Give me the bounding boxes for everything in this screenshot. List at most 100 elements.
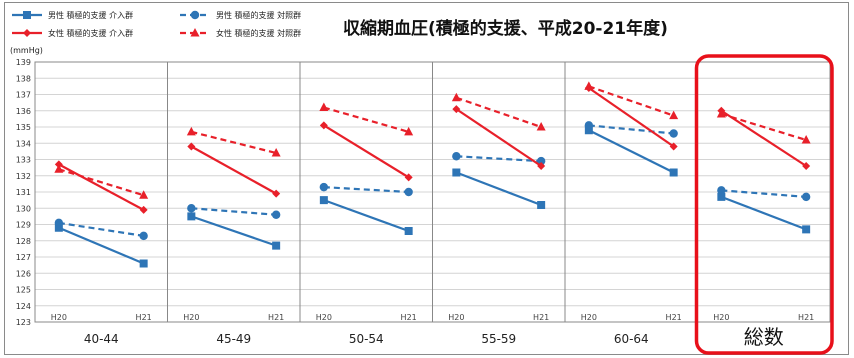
data-point	[404, 173, 413, 182]
legend-label: 女性 積極的支援 対照群	[216, 28, 301, 38]
x-tick-label: H21	[666, 313, 682, 322]
data-point	[271, 148, 281, 157]
x-tick-label: H20	[51, 313, 67, 322]
y-tick-label: 133	[16, 156, 31, 165]
legend-marker	[23, 11, 31, 19]
data-point	[717, 186, 726, 195]
series-line	[588, 87, 675, 148]
series-4	[54, 81, 811, 199]
series-line	[588, 129, 675, 174]
y-axis-unit: (mmHg)	[10, 46, 43, 55]
legend-item: 女性 積極的支援 対照群	[180, 28, 301, 38]
data-point	[801, 192, 811, 202]
legend-label: 男性 積極的支援 介入群	[48, 10, 133, 20]
y-axis-ticks: 123 124 125 126 127 128 129 130 131 132 133 134 135 1…	[16, 58, 31, 327]
data-point	[319, 121, 328, 130]
series-line	[588, 124, 674, 135]
data-point	[669, 142, 678, 151]
x-axis-ticks: H20 H21 40-44 H20 H21 45-49 H20 H21 50-54 H20 H21 5…	[51, 313, 815, 349]
y-tick-label: 136	[16, 107, 31, 116]
group-label: 45-49	[216, 332, 251, 346]
group-label: 総数	[744, 325, 784, 349]
y-tick-label: 128	[16, 237, 31, 246]
data-point	[319, 182, 329, 192]
data-point	[451, 92, 461, 102]
chart-frame	[4, 2, 849, 355]
series-line	[323, 199, 410, 233]
legend-item: 男性 積極的支援 介入群	[12, 10, 133, 20]
data-point	[669, 110, 679, 120]
data-point	[802, 225, 811, 234]
data-point	[537, 201, 546, 209]
y-tick-label: 123	[16, 318, 31, 327]
data-point	[801, 135, 811, 144]
series-line	[455, 108, 542, 167]
data-point	[452, 105, 461, 114]
series-line	[58, 168, 144, 197]
data-point	[54, 218, 64, 228]
x-tick-label: H20	[316, 313, 332, 322]
data-point	[669, 129, 678, 138]
series-2	[54, 121, 811, 241]
series-line	[456, 155, 542, 163]
data-point	[536, 156, 546, 166]
data-point	[271, 210, 281, 219]
series-line	[190, 215, 277, 247]
x-tick-label: H21	[798, 313, 814, 322]
x-tick-label: H21	[136, 313, 152, 322]
data-point	[272, 189, 281, 198]
data-point	[536, 122, 546, 131]
series-line	[721, 189, 807, 198]
data-point	[54, 164, 64, 173]
series-line	[323, 106, 409, 133]
data-point	[584, 126, 593, 135]
data-point	[319, 102, 329, 111]
group-label: 55-59	[481, 332, 516, 346]
data-point	[187, 212, 196, 221]
data-point	[139, 259, 148, 268]
series-line	[190, 145, 277, 195]
y-tick-label: 139	[16, 58, 31, 67]
series-line	[191, 130, 277, 155]
data-point	[452, 168, 461, 177]
data-point	[54, 223, 63, 232]
data-point	[716, 109, 726, 118]
series-line	[58, 221, 144, 237]
series-line	[323, 124, 410, 179]
y-tick-label: 126	[16, 269, 31, 278]
data-point	[187, 204, 196, 213]
data-point	[452, 152, 461, 161]
data-point	[186, 126, 196, 136]
x-tick-label: H21	[533, 313, 549, 322]
series-line	[58, 226, 145, 265]
data-point	[139, 205, 148, 214]
y-tick-label: 125	[16, 286, 31, 295]
legend-item: 男性 積極的支援 対照群	[180, 10, 301, 20]
y-tick-label: 138	[16, 74, 31, 83]
series-layer	[54, 81, 811, 268]
x-tick-label: H20	[713, 313, 729, 322]
highlight-box	[694, 54, 834, 355]
grid	[34, 61, 831, 323]
series-line	[191, 207, 277, 216]
group-label: 60-64	[614, 332, 649, 346]
x-tick-label: H20	[183, 313, 199, 322]
data-point	[187, 142, 196, 151]
data-point	[584, 81, 594, 90]
series-1	[54, 126, 811, 268]
legend-marker	[190, 10, 200, 20]
data-point	[139, 190, 149, 199]
data-point	[717, 192, 726, 201]
data-point	[404, 227, 413, 235]
y-tick-label: 129	[16, 221, 31, 230]
y-tick-label: 124	[16, 302, 31, 311]
group-label: 40-44	[84, 332, 119, 346]
x-tick-label: H21	[268, 313, 284, 322]
y-tick-label: 137	[16, 91, 31, 100]
data-point	[537, 162, 546, 170]
series-line	[721, 112, 807, 142]
series-line	[720, 109, 807, 167]
y-tick-label: 135	[16, 123, 31, 132]
